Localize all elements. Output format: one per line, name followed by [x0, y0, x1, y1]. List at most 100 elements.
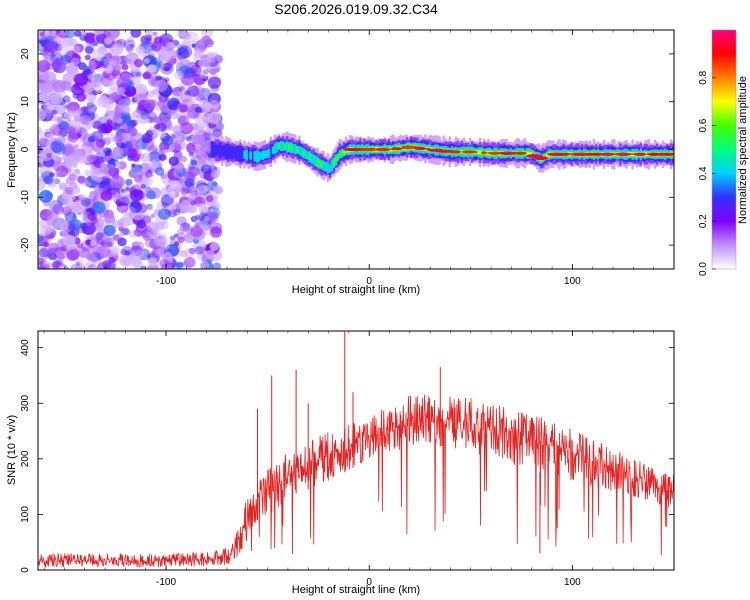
- spectrogram-noise-cell: [209, 40, 215, 45]
- spectrogram-noise-cell: [143, 99, 156, 111]
- spectrogram-noise-cell: [159, 51, 172, 63]
- spectrogram-ridge-cell: [277, 142, 281, 150]
- spectrogram-noise-cell: [135, 83, 148, 95]
- spectrogram-noise-cell: [130, 30, 142, 38]
- spectrogram-noise-cell: [55, 156, 63, 164]
- spectrogram-noise-cell: [109, 46, 116, 52]
- spectrogram-noise-cell: [189, 123, 199, 131]
- spectrogram-noise-cell: [103, 31, 111, 38]
- spectrogram-noise-cell: [51, 30, 57, 34]
- spectrogram-ridge-cell: [330, 160, 334, 172]
- spectrogram-noise-cell: [85, 262, 93, 269]
- colorbar-tick-label: 0.4: [698, 166, 709, 180]
- spectrogram-noise-cell: [175, 261, 184, 269]
- spectrogram-noise-cell: [63, 111, 73, 120]
- spectrogram-noise-cell: [126, 148, 138, 158]
- y-tick-label: 0: [20, 567, 31, 573]
- spectrogram-noise-cell: [140, 184, 147, 189]
- spectrogram-noise-cell: [64, 186, 74, 195]
- spectrogram-ridge-peak: [617, 152, 630, 156]
- spectrogram-noise-cell: [113, 110, 123, 119]
- spectrogram-noise-cell: [122, 259, 128, 264]
- spectrogram-noise-cell: [168, 156, 179, 166]
- spectrogram-noise-cell: [50, 182, 55, 187]
- spectrogram-noise-cell: [38, 137, 50, 148]
- spectrogram-noise-cell: [101, 114, 108, 119]
- spectrogram-noise-cell: [115, 147, 125, 156]
- spectrogram-noise-cell: [170, 133, 176, 139]
- spectrogram-noise-cell: [144, 225, 153, 233]
- spectrogram-noise-cell: [59, 222, 69, 231]
- spectrogram-noise-cell: [192, 53, 202, 62]
- spectrogram-x-axis-label: Height of straight line (km): [292, 284, 420, 296]
- spectrogram-noise-cell: [87, 73, 95, 81]
- spectrogram-noise-cell: [150, 42, 162, 52]
- spectrogram-noise-cell: [45, 225, 54, 234]
- spectrogram-noise-cell: [145, 190, 157, 200]
- spectrogram-noise-cell: [194, 214, 201, 221]
- spectrogram-ridge-cell: [328, 164, 332, 173]
- y-tick-label: 400: [20, 339, 31, 356]
- spectrogram-noise-cell: [176, 168, 186, 177]
- spectrogram-noise-cell: [149, 234, 155, 239]
- spectrogram-ridge-cell: [222, 145, 226, 158]
- spectrogram-noise-cell: [200, 164, 212, 174]
- spectrogram-noise-cell: [124, 187, 130, 192]
- spectrogram-noise-cell: [131, 163, 142, 173]
- spectrogram-ridge-cell: [245, 149, 248, 161]
- spectrogram-noise-cell: [91, 48, 104, 61]
- spectrogram-noise-cell: [116, 77, 130, 89]
- spectrogram-noise-cell: [193, 49, 203, 58]
- spectrogram-noise-cell: [39, 148, 53, 162]
- spectrogram-ridge-cell: [300, 146, 303, 157]
- spectrogram-noise-cell: [38, 248, 50, 258]
- spectrogram-noise-cell: [187, 111, 194, 119]
- spectrogram-noise-cell: [112, 55, 120, 62]
- spectrogram-noise-cell: [188, 247, 196, 255]
- spectrogram-ridge-cell: [273, 143, 277, 155]
- spectrogram-noise-cell: [185, 136, 192, 142]
- spectrogram-noise-cell: [117, 161, 127, 170]
- spectrogram-noise-cell: [39, 48, 48, 56]
- spectrogram-noise-cell: [118, 190, 133, 204]
- spectrogram-noise-cell: [126, 45, 134, 53]
- spectrogram-noise-cell: [185, 226, 194, 235]
- spectrogram-noise-cell: [42, 71, 57, 84]
- spectrogram-ridge-peak: [651, 152, 660, 156]
- spectrogram-ridge-peak: [360, 147, 373, 152]
- spectrogram-ridge-cell: [476, 150, 480, 155]
- spectrogram-noise-cell: [119, 132, 132, 144]
- spectrogram-y-axis-label: Frequency (Hz): [6, 112, 18, 188]
- spectrogram-noise-cell: [129, 189, 144, 202]
- spectrogram-noise-cell: [147, 144, 158, 155]
- spectrogram-ridge-cell: [298, 145, 301, 155]
- spectrogram-noise-cell: [172, 100, 181, 109]
- spectrogram-noise-cell: [87, 60, 97, 70]
- spectrogram-ridge-cell: [255, 150, 258, 163]
- spectrogram-noise-cell: [78, 155, 88, 164]
- spectrogram-ridge-cell: [227, 144, 230, 160]
- x-tick-label: 100: [564, 577, 581, 588]
- spectrogram-noise-cell: [96, 95, 110, 108]
- colorbar-tick-label: 0.2: [698, 214, 709, 228]
- spectrogram-noise-cell: [187, 85, 200, 97]
- spectrogram-noise-cell: [183, 257, 196, 268]
- spectrogram-noise-cell: [104, 213, 115, 224]
- spectrogram-ridge-cell: [338, 150, 342, 158]
- spectrogram-ridge-cell: [426, 147, 429, 151]
- spectrogram-heatmap: [38, 30, 674, 269]
- spectrogram-noise-cell: [66, 83, 73, 89]
- spectrogram-noise-cell: [209, 208, 215, 213]
- spectrogram-noise-cell: [110, 109, 116, 114]
- spectrogram-noise-cell: [125, 185, 130, 190]
- spectrogram-noise-cell: [102, 260, 112, 269]
- spectrogram-noise-cell: [198, 204, 208, 213]
- spectrogram-noise-cell: [177, 135, 183, 141]
- spectrogram-noise-cell: [46, 133, 53, 140]
- spectrogram-noise-cell: [122, 115, 132, 124]
- spectrogram-noise-cell: [201, 75, 209, 82]
- spectrogram-noise-cell: [160, 132, 166, 138]
- spectrogram-noise-cell: [181, 73, 195, 86]
- spectrogram-noise-cell: [156, 232, 168, 243]
- colorbar-gradient: [712, 30, 736, 269]
